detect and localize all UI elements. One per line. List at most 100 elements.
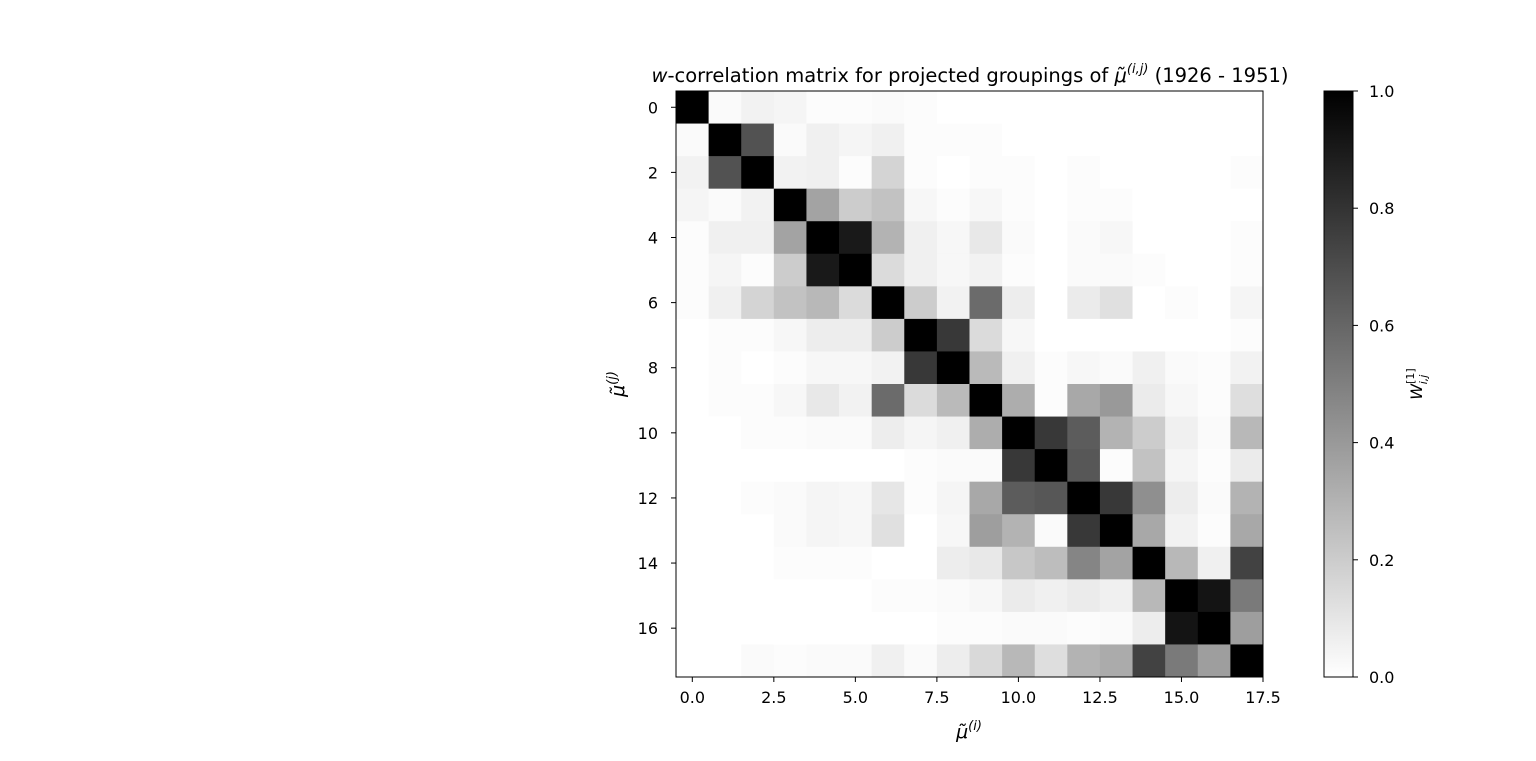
heatmap-cell: [1099, 221, 1133, 255]
colorbar-tick-label: 0.4: [1369, 434, 1394, 453]
heatmap-cell: [741, 514, 775, 548]
heatmap-cell: [1230, 188, 1264, 222]
heatmap-cell: [1165, 416, 1199, 450]
heatmap-cell: [1002, 416, 1036, 450]
heatmap-cell: [1067, 481, 1101, 515]
heatmap-cell: [871, 253, 905, 287]
heatmap-cell: [1002, 514, 1036, 548]
x-tick-label: 0.0: [680, 688, 705, 707]
heatmap-cell: [741, 546, 775, 580]
heatmap-cell: [1067, 286, 1101, 320]
heatmap-cell: [741, 188, 775, 222]
heatmap-cell: [806, 188, 840, 222]
heatmap-cell: [1197, 123, 1231, 157]
heatmap-cell: [839, 221, 873, 255]
heatmap-cell: [1230, 253, 1264, 287]
heatmap-cell: [1165, 384, 1199, 417]
heatmap-cell: [1034, 156, 1068, 190]
heatmap-cell: [1197, 253, 1231, 287]
heatmap-cell: [806, 644, 840, 678]
heatmap-cell: [708, 611, 742, 645]
colorbar-tick-label: 0.6: [1369, 316, 1394, 335]
heatmap-cell: [936, 644, 970, 678]
heatmap-cell: [936, 188, 970, 222]
heatmap-cell: [708, 318, 742, 352]
heatmap-cell: [1034, 449, 1068, 483]
heatmap-cell: [1165, 188, 1199, 222]
heatmap-cell: [773, 644, 807, 678]
heatmap-cell: [1197, 644, 1231, 678]
heatmap-cell: [1230, 481, 1264, 515]
heatmap-cell: [871, 384, 905, 417]
heatmap-cell: [1067, 611, 1101, 645]
heatmap-cell: [839, 481, 873, 515]
heatmap-cell: [676, 123, 710, 157]
heatmap-cell: [969, 286, 1003, 320]
heatmap-cell: [1034, 481, 1068, 515]
heatmap-cell: [1002, 449, 1036, 483]
colorbar-label-subscript: i,j: [1417, 374, 1430, 385]
heatmap-cell: [773, 91, 807, 124]
heatmap-cell: [741, 91, 775, 124]
heatmap-cell: [904, 384, 938, 417]
heatmap-cell: [773, 579, 807, 613]
heatmap-cell: [1099, 384, 1133, 417]
heatmap-cell: [969, 384, 1003, 417]
heatmap-cell: [1165, 514, 1199, 548]
heatmap-cell: [839, 188, 873, 222]
y-axis-label: μ̃(j): [605, 371, 629, 398]
heatmap-cell: [904, 644, 938, 678]
plot-frame: [675, 90, 1264, 678]
heatmap-cell: [871, 546, 905, 580]
heatmap-cell: [904, 286, 938, 320]
heatmap-cell: [806, 481, 840, 515]
heatmap-cell: [1067, 644, 1101, 678]
heatmap-cell: [969, 188, 1003, 222]
heatmap-cell: [1099, 481, 1133, 515]
heatmap-cell: [936, 123, 970, 157]
heatmap-cell: [741, 644, 775, 678]
x-axis-label-superscript: (i): [968, 719, 982, 734]
heatmap-cell: [904, 188, 938, 222]
colorbar-ticks: 0.0 0.2 0.4 0.6 0.8 1.0: [1353, 82, 1394, 687]
heatmap-cell: [1002, 611, 1036, 645]
heatmap-cell: [839, 384, 873, 417]
heatmap-cell: [1099, 644, 1133, 678]
heatmap-cell: [773, 156, 807, 190]
heatmap-cell: [741, 286, 775, 320]
heatmap-cell: [1067, 514, 1101, 548]
heatmap-cell: [806, 91, 840, 124]
heatmap-cell: [871, 91, 905, 124]
heatmap-cell: [1034, 188, 1068, 222]
title-date-range: (1926 - 1951): [1148, 64, 1288, 87]
heatmap-cell: [969, 546, 1003, 580]
heatmap-cell: [1132, 514, 1166, 548]
heatmap-cell: [773, 449, 807, 483]
heatmap-cell: [1067, 416, 1101, 450]
heatmap-cell: [1165, 221, 1199, 255]
heatmap-cell: [741, 481, 775, 515]
heatmap-cell: [741, 579, 775, 613]
heatmap-cell: [741, 156, 775, 190]
heatmap-cell: [936, 416, 970, 450]
y-tick-label: 8: [648, 359, 658, 378]
heatmap-cell: [1067, 123, 1101, 157]
heatmap-cell: [904, 156, 938, 190]
heatmap-cell: [839, 579, 873, 613]
colorbar-label: W[1]i,j: [1404, 368, 1430, 399]
heatmap-cell: [676, 286, 710, 320]
heatmap-cell: [1230, 416, 1264, 450]
heatmap-cell: [1034, 416, 1068, 450]
x-axis-label: μ̃(i): [955, 719, 982, 743]
y-tick-label: 6: [648, 294, 658, 313]
heatmap-cell: [904, 481, 938, 515]
heatmap-cell: [969, 481, 1003, 515]
heatmap-cell: [839, 318, 873, 352]
heatmap-cell: [1002, 644, 1036, 678]
heatmap-cell: [1230, 221, 1264, 255]
heatmap-cell: [1034, 546, 1068, 580]
heatmap-cell: [806, 221, 840, 255]
heatmap-cell: [904, 91, 938, 124]
heatmap-cell: [839, 514, 873, 548]
heatmap-cell: [676, 384, 710, 417]
